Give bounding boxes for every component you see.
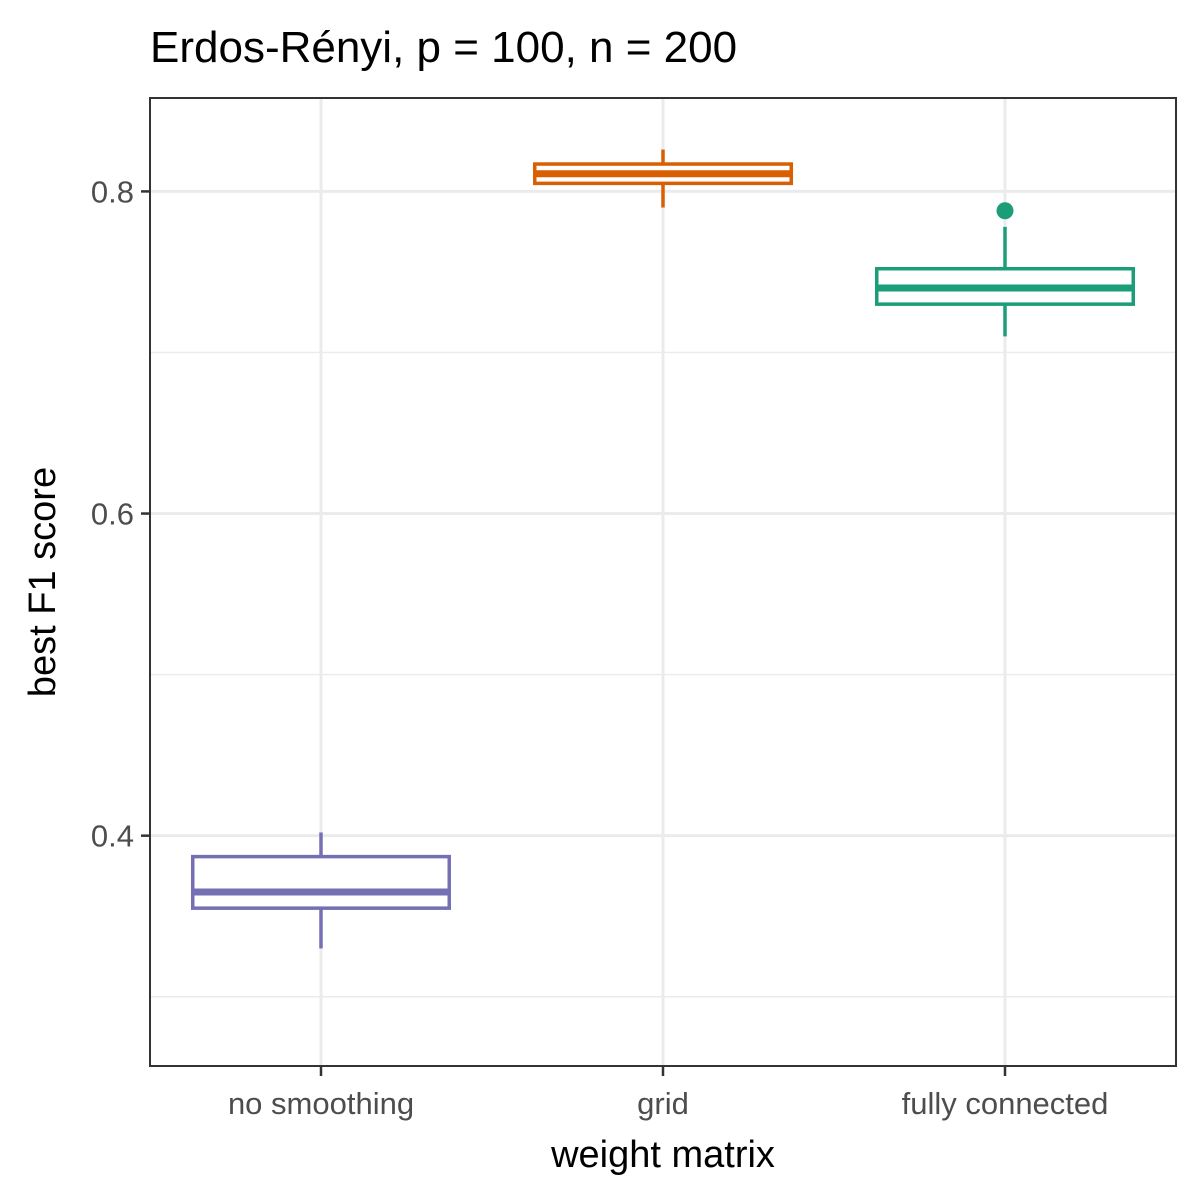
x-tick-label: grid xyxy=(637,1086,689,1121)
grid-lines xyxy=(150,98,1176,1066)
y-tick-label: 0.8 xyxy=(91,174,134,209)
y-tick-label: 0.6 xyxy=(91,497,134,532)
x-tick-label: fully connected xyxy=(902,1086,1109,1121)
x-tick-label: no smoothing xyxy=(228,1086,414,1121)
box-no-smoothing xyxy=(191,854,451,910)
boxes-layer xyxy=(191,149,1135,949)
chart-title: Erdos-Rényi, p = 100, n = 200 xyxy=(150,23,737,72)
y-tick-label: 0.4 xyxy=(91,819,134,854)
outlier-point-fully-connected xyxy=(996,202,1014,220)
x-axis-title: weight matrix xyxy=(550,1134,775,1176)
axes-layer: 0.4 0.6 0.8 no smoothing grid fully connected xyxy=(91,174,1109,1121)
y-axis-title: best F1 score xyxy=(22,467,64,697)
